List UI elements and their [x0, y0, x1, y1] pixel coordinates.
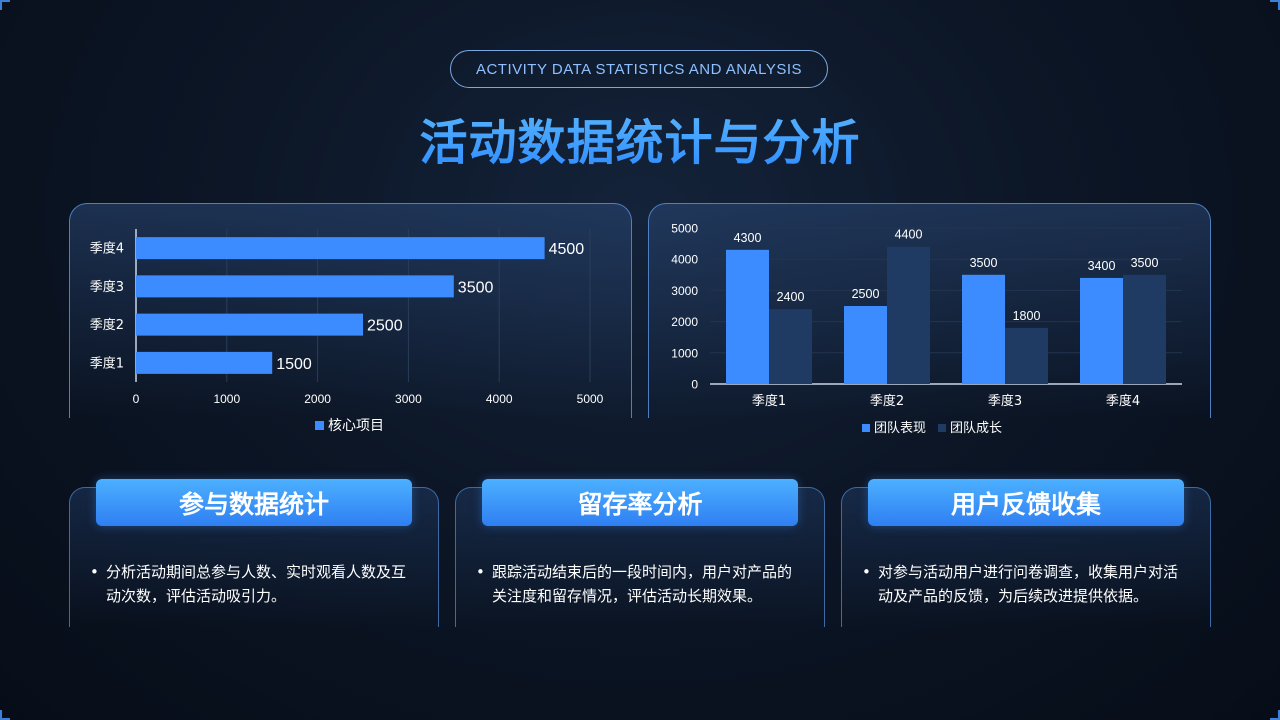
- data-label: 3500: [970, 256, 998, 270]
- page-title: 活动数据统计与分析: [0, 103, 1280, 173]
- card-description: • 跟踪活动结束后的一段时间内，用户对产品的关注度和留存情况，评估活动长期效果。: [476, 560, 804, 608]
- subtitle-pill: ACTIVITY DATA STATISTICS AND ANALYSIS: [450, 50, 828, 88]
- x-tick-label: 3000: [395, 392, 422, 406]
- bar: [844, 306, 887, 384]
- bullet-icon: •: [476, 563, 485, 581]
- data-label: 1800: [1013, 309, 1041, 323]
- bar: [136, 237, 545, 260]
- legend-swatch: [862, 424, 870, 432]
- category-label: 季度1: [752, 393, 786, 409]
- bar: [1080, 277, 1123, 384]
- bar: [1005, 327, 1048, 384]
- card-title: 留存率分析: [482, 479, 798, 526]
- data-label: 2400: [777, 290, 805, 304]
- corner-decoration-bottom-left: [0, 710, 10, 720]
- data-label: 4300: [734, 231, 762, 245]
- card-feedback-collection: 用户反馈收集 • 对参与活动用户进行问卷调查，收集用户对活动及产品的反馈，为后续…: [841, 479, 1211, 627]
- category-label: 季度4: [1106, 393, 1140, 409]
- bar: [887, 246, 930, 384]
- horizontal-bar-chart: 0 1000 2000 3000 4000 5000 季度1 1500 季度2 2500 季度3 35…: [90, 229, 604, 434]
- category-label: 季度4: [90, 241, 124, 257]
- data-label: 3400: [1088, 259, 1116, 273]
- data-label: 4400: [895, 228, 923, 242]
- y-tick-label: 2000: [671, 315, 698, 329]
- bar: [136, 313, 363, 336]
- card-participation-stats: 参与数据统计 • 分析活动期间总参与人数、实时观看人数及互动次数，评估活动吸引力…: [69, 479, 439, 627]
- bar: [136, 275, 454, 298]
- bar: [962, 274, 1005, 384]
- x-tick-label: 0: [133, 392, 140, 406]
- card-description: • 对参与活动用户进行问卷调查，收集用户对活动及产品的反馈，为后续改进提供依据。: [862, 560, 1190, 608]
- y-tick-label: 1000: [671, 346, 698, 360]
- x-tick-label: 4000: [486, 392, 513, 406]
- x-tick-label: 2000: [304, 392, 331, 406]
- corner-decoration-top-right: [1270, 0, 1280, 10]
- x-tick-label: 5000: [577, 392, 604, 406]
- data-label: 4500: [549, 241, 585, 258]
- card-title: 用户反馈收集: [868, 479, 1184, 526]
- category-label: 季度3: [90, 279, 124, 295]
- data-label: 3500: [1131, 256, 1159, 270]
- legend-swatch: [315, 421, 324, 430]
- bar: [1123, 274, 1166, 384]
- bar: [769, 309, 812, 384]
- bullet-icon: •: [862, 563, 871, 581]
- category-label: 季度1: [90, 355, 124, 371]
- grouped-bar-chart: 0 1000 2000 3000 4000 5000 4300 2400 季度1 2500 4400…: [671, 222, 1182, 436]
- legend-label: 团队成长: [950, 421, 1002, 436]
- card-retention-analysis: 留存率分析 • 跟踪活动结束后的一段时间内，用户对产品的关注度和留存情况，评估活…: [455, 479, 825, 627]
- data-label: 1500: [276, 356, 312, 373]
- card-title: 参与数据统计: [96, 479, 412, 526]
- data-label: 2500: [367, 318, 403, 335]
- legend-swatch: [938, 424, 946, 432]
- card-text: 分析活动期间总参与人数、实时观看人数及互动次数，评估活动吸引力。: [106, 563, 407, 605]
- data-label: 3500: [458, 279, 494, 296]
- bullet-icon: •: [90, 563, 99, 581]
- corner-decoration-top-left: [0, 0, 10, 10]
- category-label: 季度2: [870, 393, 904, 409]
- category-label: 季度3: [988, 393, 1022, 409]
- category-label: 季度2: [90, 317, 124, 333]
- bar: [726, 249, 769, 384]
- card-text: 跟踪活动结束后的一段时间内，用户对产品的关注度和留存情况，评估活动长期效果。: [492, 563, 793, 605]
- x-tick-label: 1000: [213, 392, 240, 406]
- card-description: • 分析活动期间总参与人数、实时观看人数及互动次数，评估活动吸引力。: [90, 560, 418, 608]
- y-tick-label: 3000: [671, 284, 698, 298]
- y-tick-label: 5000: [671, 222, 698, 236]
- card-text: 对参与活动用户进行问卷调查，收集用户对活动及产品的反馈，为后续改进提供依据。: [878, 563, 1179, 605]
- legend-label: 核心项目: [328, 418, 384, 434]
- y-tick-label: 4000: [671, 253, 698, 267]
- bar: [136, 351, 273, 374]
- data-label: 2500: [852, 287, 880, 301]
- grouped-bar-chart-panel: 0 1000 2000 3000 4000 5000 4300 2400 季度1 2500 4400…: [648, 203, 1211, 436]
- horizontal-bar-chart-panel: 0 1000 2000 3000 4000 5000 季度1 1500 季度2 2500 季度3 35…: [69, 203, 632, 434]
- legend-label: 团队表现: [874, 421, 926, 436]
- corner-decoration-bottom-right: [1270, 710, 1280, 720]
- y-tick-label: 0: [691, 378, 698, 392]
